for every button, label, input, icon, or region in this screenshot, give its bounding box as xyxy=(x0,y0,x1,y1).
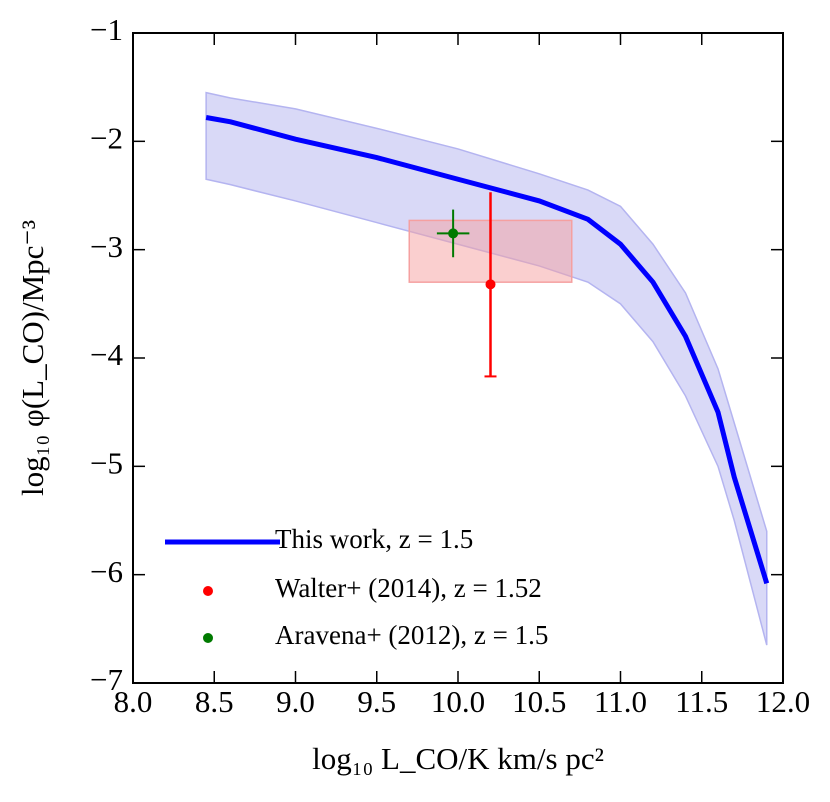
y-tick-label: −7 xyxy=(90,662,123,697)
x-tick-label: 10.5 xyxy=(512,684,566,719)
y-tick-label: −4 xyxy=(90,337,123,372)
point xyxy=(448,228,459,239)
x-tick-label: 12.0 xyxy=(756,684,810,719)
y-tick-label: −1 xyxy=(90,12,123,47)
legend-dot xyxy=(203,633,213,643)
x-tick-label: 8.0 xyxy=(114,684,153,719)
x-tick-label: 11.0 xyxy=(594,684,647,719)
x-tick-label: 10.0 xyxy=(431,684,485,719)
y-tick-label: −5 xyxy=(90,445,123,480)
y-tick-label: −3 xyxy=(90,229,123,264)
x-tick-label: 9.5 xyxy=(357,684,396,719)
x-tick-label: 8.5 xyxy=(195,684,234,719)
x-tick-label: 9.0 xyxy=(276,684,315,719)
legend-label: Aravena+ (2012), z = 1.5 xyxy=(275,620,548,650)
x-axis-label: log₁₀ L_CO/K km/s pc² xyxy=(312,741,604,776)
confidence-band xyxy=(205,91,768,646)
y-tick-label: −6 xyxy=(90,554,123,589)
legend-label: This work, z = 1.5 xyxy=(275,524,473,554)
point xyxy=(485,279,496,290)
y-tick-label: −2 xyxy=(90,120,123,155)
y-axis-label: log₁₀ φ(L_CO)/Mpc⁻³ xyxy=(15,220,50,496)
legend-label: Walter+ (2014), z = 1.52 xyxy=(275,573,542,603)
line xyxy=(205,115,770,585)
x-tick-label: 11.5 xyxy=(675,684,728,719)
legend-dot xyxy=(203,586,213,596)
